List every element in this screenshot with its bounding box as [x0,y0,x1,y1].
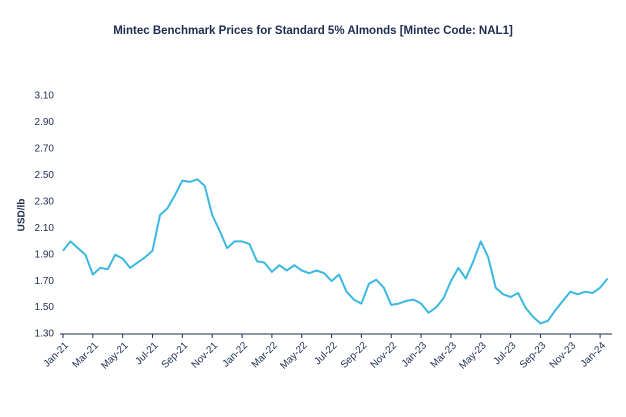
y-tick-label: 1.90 [35,249,55,260]
y-tick-label: 1.70 [35,276,55,287]
y-tick-label: 2.90 [35,117,55,128]
line-series [62,178,609,325]
y-tick-label: 2.10 [35,223,55,234]
y-tick-label: 1.50 [35,302,55,313]
y-tick-label: 1.30 [35,329,55,340]
y-tick-label: 3.10 [35,91,55,102]
y-tick-label: 2.30 [35,196,55,207]
chart-title: Mintec Benchmark Prices for Standard 5% … [113,25,513,37]
y-tick-label: 2.70 [35,144,55,155]
y-axis-label: USD/lb [17,199,28,232]
y-tick-label: 2.50 [35,170,55,181]
